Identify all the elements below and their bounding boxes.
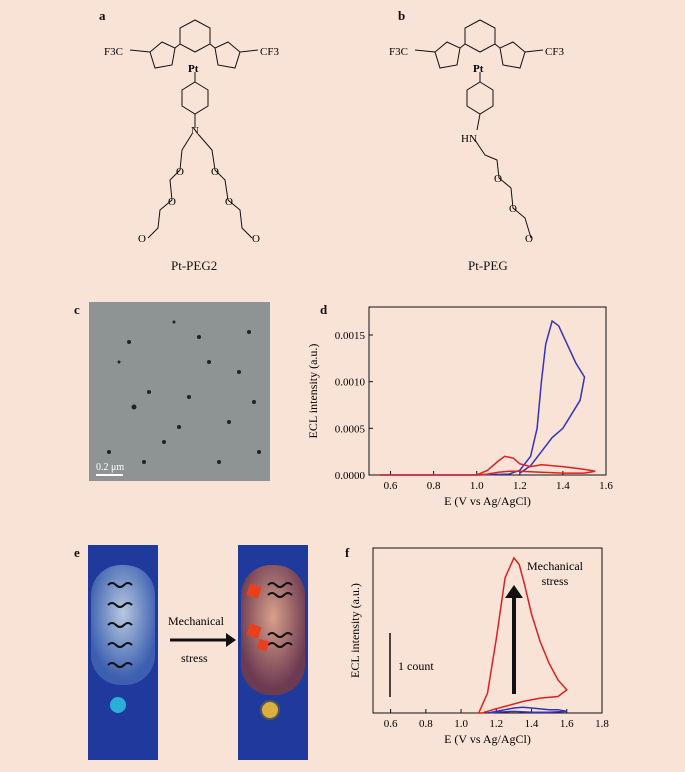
panel-letter-c: c (74, 302, 80, 317)
series-line-2 (379, 455, 596, 476)
x-tick-label: 1.4 (556, 480, 570, 492)
mechanical-stress-annotation: stress (542, 574, 569, 588)
pt-label: Pt (188, 63, 199, 75)
y-tick-label: 0.0005 (335, 423, 366, 435)
y-axis-label: ECL intensity (a.u.) (306, 344, 320, 439)
x-tick-label: 1.0 (470, 480, 484, 492)
panel-letter-b: b (398, 8, 406, 23)
scale-bar-label: 0.2 μm (96, 462, 125, 473)
series-line-1 (477, 556, 568, 714)
x-tick-label: 0.6 (384, 480, 398, 492)
x-tick-label: 1.4 (525, 718, 539, 730)
x-tick-label: 1.2 (489, 718, 503, 730)
x-tick-label: 0.6 (384, 718, 398, 730)
caption-pt-peg: Pt-PEG (468, 258, 508, 273)
cf3-right-label: CF3 (260, 46, 279, 58)
oxygen-label: O (168, 196, 176, 208)
caption-pt-peg2: Pt-PEG2 (171, 258, 218, 273)
panel-letter-e: e (74, 545, 80, 560)
intensity-scale-label: 1 count (398, 659, 434, 673)
stress-label: stress (181, 651, 208, 665)
panel-letter-a: a (99, 8, 106, 23)
oxygen-label: O (525, 233, 533, 245)
oxygen-label: O (138, 233, 146, 245)
x-tick-label: 1.8 (595, 718, 609, 730)
series-line-2 (487, 706, 567, 714)
structure-pt-peg2: F3C CF3 Pt N O O O O O O (104, 19, 279, 245)
amine-n-label: N (191, 125, 199, 137)
oxygen-label: O (509, 203, 517, 215)
x-axis-label: E (V vs Ag/AgCl) (444, 732, 531, 746)
stir-bar-after (260, 700, 280, 720)
y-axis-label: ECL intensity (a.u.) (348, 583, 362, 678)
oxygen-label: O (176, 166, 184, 178)
aggregate-cubes (246, 583, 270, 652)
y-tick-label: 0.0015 (335, 330, 366, 342)
x-tick-label: 1.2 (513, 480, 527, 492)
oxygen-label: O (225, 196, 233, 208)
tem-micrograph (89, 302, 270, 481)
oxygen-label: O (252, 233, 260, 245)
oxygen-label: O (211, 166, 219, 178)
x-tick-label: 0.8 (427, 480, 441, 492)
oxygen-label: O (494, 173, 502, 185)
cf3-left-label: F3C (389, 46, 408, 58)
y-tick-label: 0.0010 (335, 377, 366, 389)
panel-letter-d: d (320, 302, 328, 317)
mechanical-stress-annotation: Mechanical (527, 559, 584, 573)
y-tick-label: 0.0000 (335, 470, 366, 482)
x-tick-label: 1.6 (560, 718, 574, 730)
x-tick-label: 1.0 (454, 718, 468, 730)
x-tick-label: 1.6 (599, 480, 613, 492)
molecule-icons (107, 582, 133, 668)
stress-arrow-head (505, 585, 523, 598)
scale-bar (96, 474, 123, 476)
stir-bar-before (110, 697, 126, 713)
mechanical-label: Mechanical (168, 614, 225, 628)
cf3-left-label: F3C (104, 46, 123, 58)
pt-label: Pt (473, 63, 484, 75)
structure-pt-peg: F3C CF3 Pt HN O O O (389, 19, 564, 245)
cf3-right-label: CF3 (545, 46, 564, 58)
x-axis-label: E (V vs Ag/AgCl) (444, 494, 531, 508)
series-line-1 (379, 319, 586, 476)
amine-hn-label: HN (461, 133, 477, 145)
panel-letter-f: f (345, 545, 350, 560)
cuvette-photos: Mechanical stress (88, 545, 308, 760)
molecule-icons (267, 582, 293, 648)
x-tick-label: 0.8 (419, 718, 433, 730)
